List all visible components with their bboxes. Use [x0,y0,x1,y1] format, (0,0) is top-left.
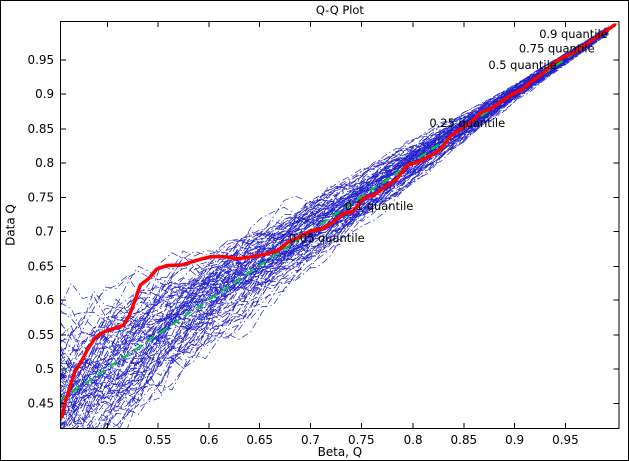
y-tick-label: 0.65 [28,259,55,273]
quantile-annotation: 0.5 quantile [488,58,556,72]
bootstrap-line [60,32,609,430]
bootstrap-line [117,31,609,430]
y-tick-label: 0.95 [28,53,55,67]
bootstrap-line [60,27,609,366]
axes-layer: 0.5 0.55 0.6 0.65 0.7 0.75 0.8 0.85 0.9 0.95 0.45 0… [28,20,620,447]
bootstrap-line [60,28,609,425]
x-tick-label: 0.5 [98,433,117,447]
x-tick-label: 0.8 [404,433,423,447]
bootstrap-line [60,27,609,389]
bootstrap-line [60,29,609,411]
bootstrap-line [60,29,609,427]
x-tick-label: 0.85 [451,433,478,447]
quantile-annotation: 0.25 quantile [429,116,505,130]
bootstrap-line [60,30,609,415]
y-tick-label: 0.8 [35,156,54,170]
quantile-annotation: 0.1 quantile [345,199,413,213]
bootstrap-line [60,30,609,394]
y-axis-label: Data Q [3,204,17,246]
plot-lines-layer [60,22,619,430]
y-tick-label: 0.5 [35,362,54,376]
x-tick-label: 0.65 [246,433,273,447]
y-tick-label: 0.45 [28,397,55,411]
bootstrap-line [60,29,609,430]
bootstrap-line [60,27,609,367]
chart-title: Q-Q Plot [316,3,365,17]
bootstrap-line [60,29,609,378]
bootstrap-line [105,31,609,430]
bootstrap-line [60,30,609,428]
bootstrap-line [60,29,609,408]
bootstrap-line [60,30,609,429]
quantile-annotation: 0.9 quantile [539,27,607,41]
empirical-quantile-line [60,23,617,419]
bootstrap-line [60,28,609,400]
bootstrap-line [60,26,609,342]
x-tick-label: 0.75 [348,433,375,447]
quantile-annotation: 0.05 quantile [289,231,365,245]
x-tick-label: 0.7 [301,433,320,447]
bootstrap-line [60,29,609,412]
y-tick-label: 0.75 [28,191,55,205]
y-tick-label: 0.85 [28,122,55,136]
x-tick-label: 0.55 [145,433,172,447]
bootstrap-line [87,29,609,430]
quantile-annotation: 0.75 quantile [519,41,595,55]
x-tick-label: 0.6 [199,433,218,447]
bootstrap-line [60,28,609,380]
bootstrap-line [84,31,609,430]
chart-generated-content: 0.5 0.55 0.6 0.65 0.7 0.75 0.8 0.85 0.9 0.95 0.45 0… [28,20,620,447]
x-tick-label: 0.9 [505,433,524,447]
y-tick-label: 0.55 [28,328,55,342]
bootstrap-line [60,27,609,403]
y-tick-label: 0.9 [35,87,54,101]
bootstrap-line [60,30,609,413]
y-tick-label: 0.7 [35,224,54,238]
axes-box [60,20,620,430]
bootstrap-line [60,28,609,359]
y-tick-label: 0.6 [35,293,54,307]
x-tick-label: 0.95 [552,433,579,447]
bootstrap-line [60,28,609,326]
x-axis-label: Beta, Q [318,445,363,459]
